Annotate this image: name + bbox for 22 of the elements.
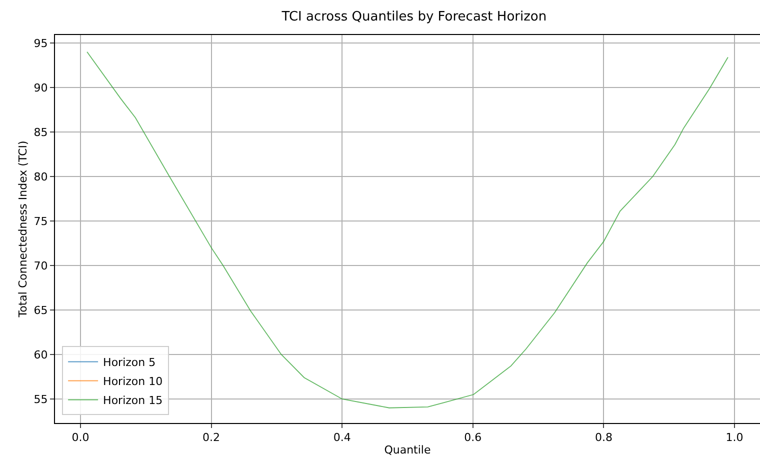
x-tick-label: 0.6 (464, 431, 482, 444)
line-series (86, 51, 728, 408)
y-tick-label: 55 (34, 392, 48, 406)
x-axis-title: Quantile (384, 443, 431, 456)
legend-label: Horizon 10 (103, 375, 163, 388)
x-tick-label: 0.2 (202, 431, 220, 444)
y-tick-label: 75 (34, 214, 48, 228)
y-tick-label: 90 (34, 81, 48, 94)
legend-label: Horizon 15 (103, 394, 163, 408)
y-tick-label: 60 (34, 348, 48, 362)
x-tick-label: 1.0 (726, 431, 744, 444)
x-tick-label: 0.4 (333, 431, 351, 444)
y-axis-title: Total Connectedness Index (TCI) (16, 140, 30, 318)
chart-title: TCI across Quantiles by Forecast Horizon (280, 10, 547, 25)
x-tick-label: 0.8 (594, 431, 612, 444)
y-tick-label: 65 (34, 304, 48, 317)
y-tick-label: 70 (34, 259, 48, 272)
y-tick-label: 80 (34, 170, 48, 184)
y-tick-label: 85 (34, 126, 48, 139)
y-tick-label: 95 (34, 36, 48, 50)
x-tick-label: 0.0 (72, 431, 90, 444)
legend-label: Horizon 5 (103, 356, 156, 370)
